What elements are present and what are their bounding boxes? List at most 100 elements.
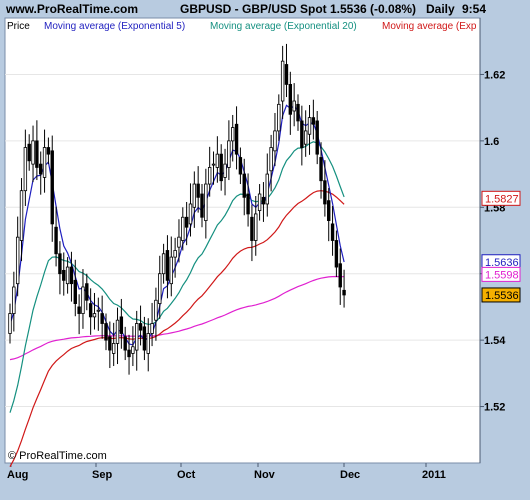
candle-body (19, 190, 24, 241)
ema-long-line (9, 275, 345, 361)
x-tick-label: Sep (92, 469, 112, 481)
candle-body (227, 140, 231, 168)
candle-body (338, 263, 342, 288)
candle-body (300, 120, 304, 148)
candle-body (142, 326, 147, 351)
candle-body (115, 319, 120, 344)
candle-body (265, 173, 269, 205)
price-tag-label: 1.5827 (485, 193, 519, 205)
candle-body (50, 150, 54, 225)
site-name[interactable]: www.ProRealTime.com (6, 2, 139, 16)
candle-body (58, 253, 62, 275)
legend-ma20: Moving average (Exponential 20) (210, 21, 357, 32)
candle-body (119, 316, 124, 334)
candle-body (15, 236, 20, 285)
candle-body (192, 183, 197, 208)
candle-body (211, 163, 216, 166)
legend: Price Moving average (Exponential 5) Mov… (7, 21, 477, 32)
candle-body (319, 157, 323, 182)
legend-ma5: Moving average (Exponential 5) (44, 21, 185, 32)
price-axis: 1.621.61.581.561.541.52 (480, 69, 506, 414)
candle-body (200, 193, 204, 218)
candle-body (231, 127, 235, 142)
candle-body (104, 323, 108, 341)
candle-body (173, 250, 177, 258)
candle-body (165, 250, 170, 281)
symbol-title: GBPUSD - GBP/USD Spot (180, 2, 327, 16)
candle-body (242, 173, 246, 198)
price-tag (481, 190, 521, 206)
candle-body (215, 153, 220, 168)
candle-body (184, 216, 189, 228)
candle-body (292, 100, 296, 112)
legend-ma-long: Moving average (Exp (382, 21, 477, 32)
y-tick-label: 1.52 (484, 402, 505, 414)
candle-body (181, 216, 185, 241)
price-tag (481, 287, 521, 303)
candle-body (12, 286, 16, 314)
candle-body (111, 343, 116, 354)
watermark: © ProRealTime.com (8, 450, 107, 462)
x-tick-label: Nov (254, 469, 276, 481)
x-tick-label: 2011 (422, 469, 446, 481)
candle-body (8, 313, 12, 334)
candle-body (273, 130, 277, 152)
price-tag-label: 1.5598 (485, 269, 519, 281)
candle-body (73, 279, 77, 304)
candle-body (311, 117, 316, 125)
candle-body (23, 147, 28, 192)
price-change: 1.5536 (-0.08%) (330, 2, 417, 16)
candle-body (69, 266, 74, 285)
candle-body (65, 266, 70, 285)
candle-body (169, 256, 173, 285)
candle-body (131, 346, 135, 354)
candle-body (35, 140, 39, 168)
candle-body (254, 213, 258, 241)
candle-body (123, 336, 127, 351)
candle-body (284, 64, 289, 85)
candle-body (280, 60, 285, 102)
candle-body (296, 103, 300, 122)
candle-body (234, 123, 239, 155)
candle-body (108, 336, 112, 351)
candle-body (138, 323, 143, 331)
candle-body (127, 349, 131, 358)
legend-price: Price (7, 21, 30, 32)
candle-body (177, 236, 181, 248)
x-tick-label: Oct (177, 469, 196, 481)
price-tag-label: 1.5636 (485, 257, 519, 269)
candle-body (46, 147, 51, 155)
candle-body (288, 84, 293, 115)
candle-body (100, 313, 104, 324)
candle-body (269, 147, 273, 172)
ema-5-line (9, 104, 345, 346)
candle-body (188, 203, 193, 225)
candle-body (250, 216, 254, 241)
time-axis: Aug Sep Oct Nov Dec 2011 (7, 463, 446, 481)
candle-body (207, 167, 212, 185)
candle-body (334, 240, 339, 268)
y-tick-label: 1.62 (484, 69, 505, 81)
candle-body (39, 163, 43, 175)
candle-body (54, 226, 58, 255)
candle-body (150, 323, 154, 334)
candle-body (261, 196, 266, 205)
time-label: 9:54 (462, 2, 487, 16)
candle-body (223, 163, 227, 178)
x-tick-label: Dec (340, 469, 360, 481)
candle-body (330, 223, 335, 241)
y-tick-label: 1.6 (484, 136, 499, 148)
candle-body (92, 313, 97, 318)
candle-body (85, 283, 89, 301)
candle-body (88, 303, 93, 318)
candle-body (323, 180, 327, 205)
candle-body (303, 130, 308, 145)
candle-body (257, 193, 262, 212)
candle-body (327, 200, 331, 221)
candle-body (246, 193, 250, 215)
candle-body (154, 299, 158, 321)
indicator-lines (9, 104, 345, 467)
price-tag-label: 1.5536 (485, 290, 519, 302)
